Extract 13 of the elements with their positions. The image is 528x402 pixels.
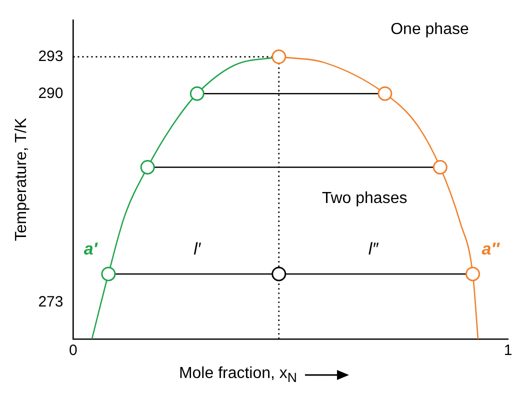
annotation: Two phases bbox=[322, 190, 408, 208]
annotation: l′ bbox=[194, 239, 202, 258]
x-axis-title: Mole fraction, x$_{N}$ bbox=[178, 365, 298, 386]
x-tick-label: 1 bbox=[504, 342, 512, 360]
y-tick-label: 293 bbox=[38, 48, 64, 65]
x-tick-label: 0 bbox=[69, 342, 78, 360]
y-axis-title: Temperature, T/K bbox=[13, 118, 30, 242]
annotation: l″ bbox=[368, 239, 380, 258]
y-tick-label: 290 bbox=[38, 84, 64, 102]
annotation: a′ bbox=[84, 239, 98, 258]
annotation: One phase bbox=[390, 20, 469, 38]
y-tick-label: 273 bbox=[38, 293, 64, 310]
annotation: a″ bbox=[482, 239, 500, 258]
